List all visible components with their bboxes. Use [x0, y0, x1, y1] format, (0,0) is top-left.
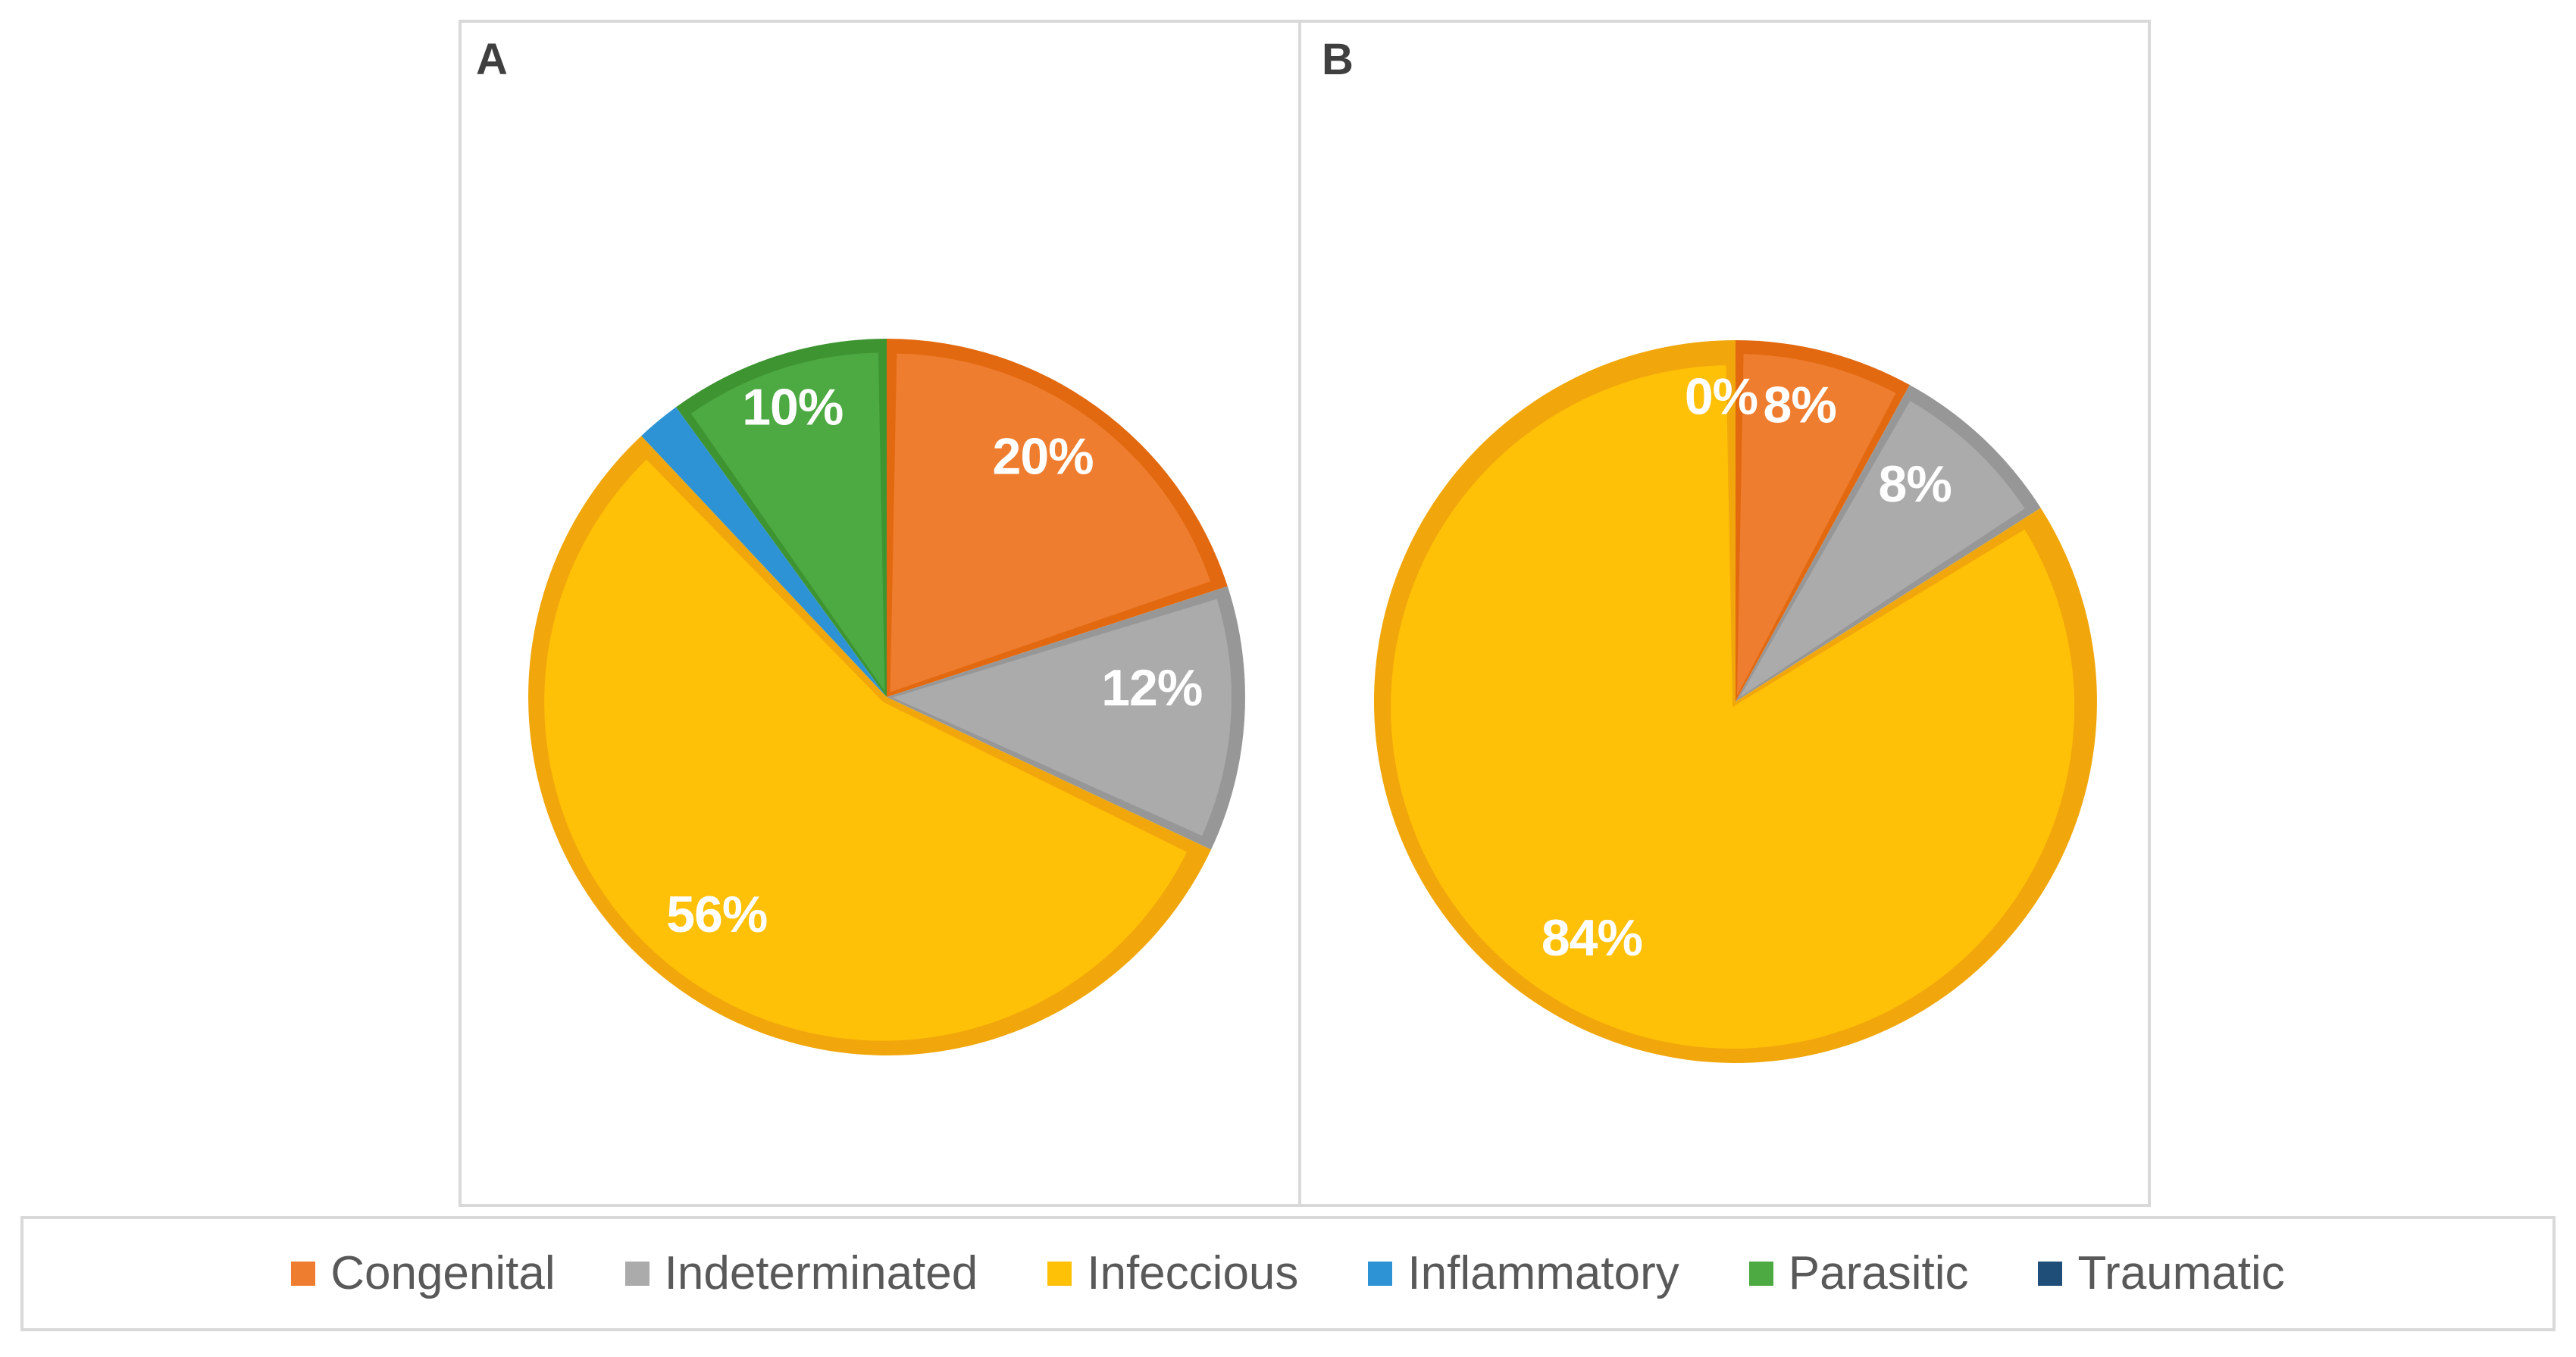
legend-item-parasitic[interactable]: Parasitic — [1748, 1247, 1969, 1299]
legend-item-label: Indeterminated — [664, 1247, 978, 1299]
legend-item-label: Parasitic — [1788, 1247, 1969, 1299]
legend-swatch-icon — [2038, 1262, 2063, 1286]
pie-slice-bevel — [544, 459, 1187, 1041]
legend-item-indeterminated[interactable]: Indeterminated — [624, 1247, 978, 1299]
legend-swatch-icon — [624, 1262, 649, 1286]
legend-swatch-icon — [1368, 1262, 1393, 1286]
legend-item-traumatic[interactable]: Traumatic — [2038, 1247, 2285, 1299]
pie-slice-bevel — [1391, 365, 2075, 1049]
pie-slice-bevel — [890, 353, 1211, 693]
pie-slice-inflammatory[interactable] — [641, 407, 887, 697]
pie-data-label: 20% — [993, 428, 1094, 486]
panel-label-b: B — [1322, 35, 1354, 84]
pie-data-label: 10% — [742, 379, 843, 436]
legend-swatch-icon — [1047, 1262, 1072, 1286]
legend-item-congenital[interactable]: Congenital — [291, 1247, 556, 1299]
legend-swatch-icon — [1748, 1262, 1773, 1286]
pie-b: 8% 8% 84% 0% — [1373, 340, 2097, 1064]
panel-divider — [1298, 23, 1301, 1204]
legend-item-infeccious[interactable]: Infeccious — [1047, 1250, 1298, 1297]
pie-slice-bevel — [1737, 354, 1896, 696]
pie-slice-bevel — [690, 352, 885, 692]
pie-a: 20% 12% 56% 10% — [528, 339, 1245, 1055]
pie-data-label: 56% — [666, 886, 767, 943]
legend-item-label: Congenital — [330, 1247, 556, 1299]
pie-data-label: 8% — [1879, 455, 1952, 513]
legend-item-label: Traumatic — [2077, 1247, 2285, 1299]
legend-item-inflammatory[interactable]: Inflammatory — [1368, 1250, 1679, 1297]
pie-data-label: 0% — [1685, 367, 1758, 425]
pie-slice-bevel — [893, 599, 1232, 836]
legend-item-label: Inflammatory — [1407, 1247, 1679, 1299]
legend-swatch-icon — [291, 1262, 316, 1286]
pie-data-label: 84% — [1542, 909, 1642, 967]
pie-data-label: 8% — [1764, 376, 1836, 433]
panel-label-a: A — [476, 35, 508, 84]
pie-slice-bevel — [1739, 401, 2025, 698]
legend-item-label: Infeccious — [1087, 1247, 1299, 1299]
legend: Congenital Indeterminated Infeccious Inflam… — [20, 1216, 2556, 1331]
pie-data-label: 12% — [1101, 659, 1202, 717]
